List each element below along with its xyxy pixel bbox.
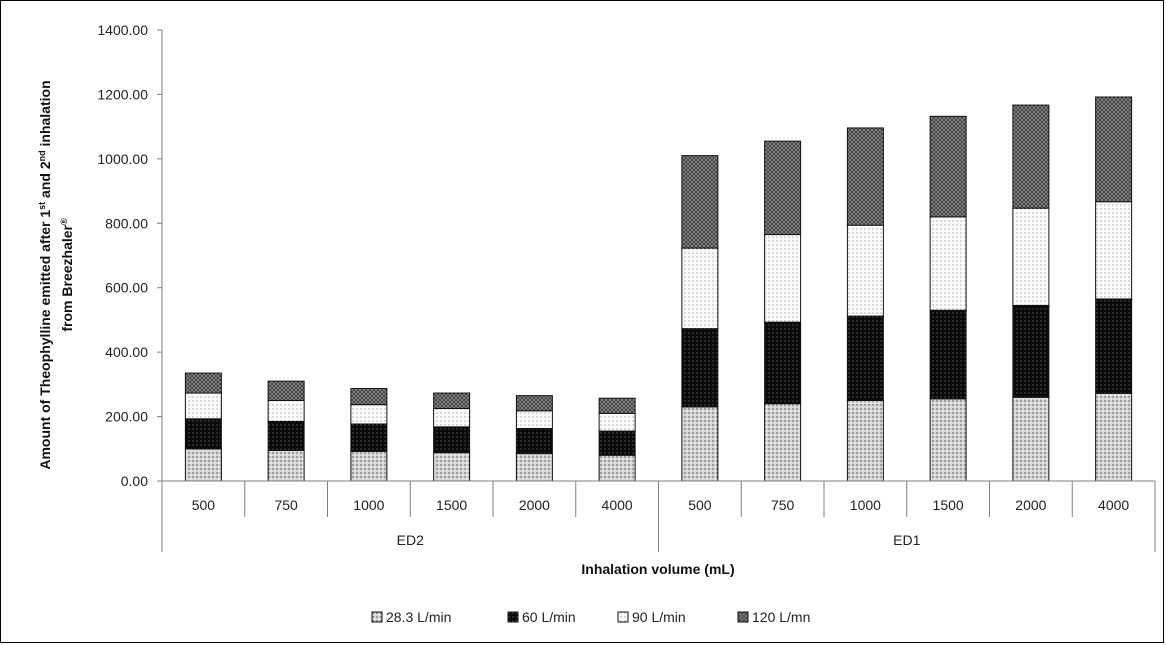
bar-segment	[433, 392, 471, 410]
bar-segment	[433, 426, 471, 454]
legend-label: 120 L/mn	[752, 609, 810, 625]
bar-segment	[681, 155, 719, 249]
bar-segment	[267, 380, 305, 401]
bar-segment	[929, 309, 967, 400]
y-title-text: Amount of Theophylline emitted after 1	[37, 210, 53, 470]
bar-series	[184, 96, 1133, 482]
y-title-text: and 2	[37, 161, 53, 202]
bar-segment	[433, 408, 471, 428]
bar-segment	[184, 418, 222, 450]
x-axis-title: Inhalation volume (mL)	[581, 561, 734, 577]
x-tick-label: 1500	[933, 497, 964, 513]
y-tick-label: 0.00	[121, 473, 148, 489]
legend-swatch	[617, 611, 629, 623]
bar-segment	[350, 423, 388, 452]
bar-segment	[184, 448, 222, 482]
x-tick-label: 2000	[1015, 497, 1046, 513]
x-tick-label: 500	[192, 497, 216, 513]
legend-swatch	[507, 611, 519, 623]
y-title-text: from Breezhaler	[59, 224, 75, 331]
x-tick-label: 1500	[436, 497, 467, 513]
x-tick-label: 750	[771, 497, 795, 513]
bar-segment	[681, 247, 719, 330]
x-group-label: ED2	[397, 532, 424, 548]
x-tick-label: 1000	[353, 497, 384, 513]
y-axis-title-line2: from Breezhaler®	[59, 218, 75, 332]
legend-label: 90 L/min	[632, 609, 686, 625]
bar-segment	[929, 216, 967, 311]
bar-segment	[598, 430, 636, 456]
bar-segment	[1012, 396, 1050, 482]
y-tick-label: 1200.00	[97, 86, 148, 102]
bar-segment	[764, 234, 802, 323]
bar-segment	[846, 224, 884, 317]
bar-segment	[1095, 298, 1133, 394]
bar-segment	[350, 404, 388, 425]
legend-swatch	[737, 611, 749, 623]
x-group-label: ED1	[893, 532, 920, 548]
y-tick-label: 800.00	[105, 215, 148, 231]
y-tick-label: 200.00	[105, 409, 148, 425]
bar-segment	[598, 454, 636, 482]
bar-segment	[267, 420, 305, 451]
bar-segment	[598, 412, 636, 432]
x-tick-label: 750	[274, 497, 298, 513]
bar-segment	[184, 372, 222, 394]
bar-segment	[929, 398, 967, 482]
y-tick-label: 400.00	[105, 344, 148, 360]
y-title-superscript: nd	[37, 150, 47, 161]
bar-segment	[515, 395, 553, 412]
bar-segment	[764, 321, 802, 405]
bar-segment	[598, 397, 636, 414]
bar-segment	[267, 399, 305, 422]
bar-segment	[681, 328, 719, 408]
bar-segment	[764, 140, 802, 236]
bar-segment	[1012, 104, 1050, 209]
y-title-superscript: ®	[59, 218, 69, 225]
legend-swatch	[371, 611, 383, 623]
legend-label: 28.3 L/min	[386, 609, 451, 625]
y-axis-ticks: 0.00 200.00 400.00 600.00 800.00 1000.00 1200.…	[97, 22, 163, 489]
legend: 28.3 L/min 60 L/min 90 L/min 120 L/mn	[371, 609, 810, 625]
y-tick-label: 1400.00	[97, 22, 148, 38]
y-title-text: inhalation	[37, 80, 53, 150]
x-axis: 500 750 1000 1500 2000 4000 500 750 1000 1500 2000…	[161, 480, 1156, 552]
bar-segment	[350, 388, 388, 406]
x-tick-label: 2000	[519, 497, 550, 513]
bar-segment	[1012, 304, 1050, 398]
legend-label: 60 L/min	[522, 609, 576, 625]
y-tick-label: 1000.00	[97, 151, 148, 167]
bar-segment	[515, 453, 553, 482]
x-tick-label: 500	[688, 497, 712, 513]
bar-segment	[515, 427, 553, 455]
bar-segment	[184, 392, 222, 420]
bar-segment	[1095, 392, 1133, 482]
bar-segment	[846, 399, 884, 482]
bar-segment	[1012, 207, 1050, 306]
bar-segment	[515, 410, 553, 429]
bar-segment	[350, 450, 388, 482]
x-tick-label: 4000	[602, 497, 633, 513]
bar-segment	[433, 452, 471, 482]
bar-segment	[846, 127, 884, 226]
y-tick-label: 600.00	[105, 280, 148, 296]
bar-segment	[681, 406, 719, 482]
bar-segment	[764, 403, 802, 482]
y-title-superscript: st	[37, 202, 47, 210]
x-tick-label: 4000	[1098, 497, 1129, 513]
bar-segment	[1095, 201, 1133, 300]
bar-segment	[267, 449, 305, 482]
y-axis-title-line1: Amount of Theophylline emitted after 1st…	[37, 80, 53, 469]
bar-segment	[1095, 96, 1133, 203]
bar-segment	[929, 115, 967, 218]
x-tick-label: 1000	[850, 497, 881, 513]
bar-segment	[846, 315, 884, 401]
